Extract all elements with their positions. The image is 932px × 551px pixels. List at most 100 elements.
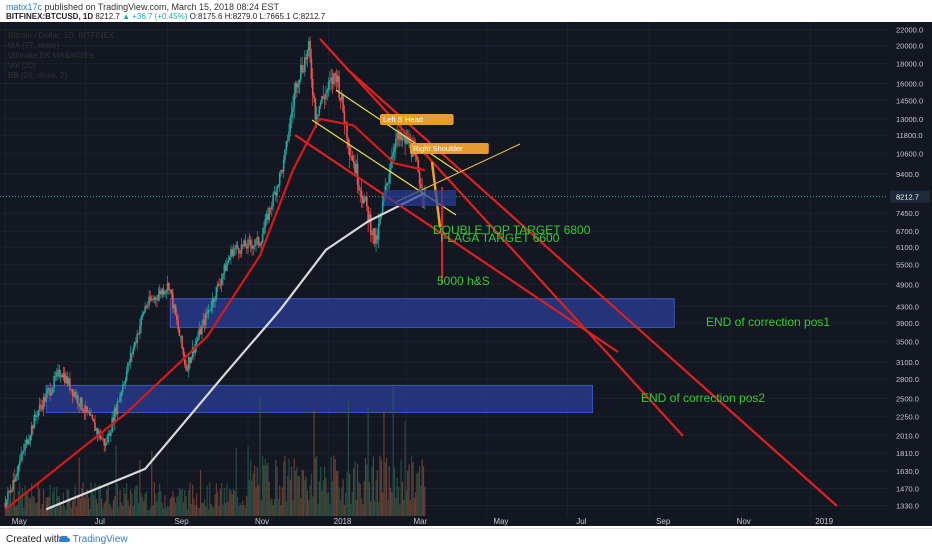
- volume-bar: [13, 468, 16, 516]
- volume-bar: [388, 466, 390, 516]
- candle-body: [338, 76, 340, 98]
- volume-bar: [173, 496, 175, 516]
- candle-body: [82, 409, 84, 413]
- volume-bar: [110, 506, 112, 516]
- volume-bar: [149, 507, 152, 516]
- candle-body: [253, 244, 256, 247]
- candle-body: [29, 436, 32, 441]
- volume-bar: [153, 482, 155, 516]
- candle-body: [408, 137, 410, 144]
- volume-bar: [334, 459, 336, 516]
- candle-body: [198, 328, 201, 338]
- label-head-tag: [402, 114, 429, 125]
- candle-body: [343, 111, 346, 124]
- candle-body: [418, 171, 421, 185]
- volume-bar: [254, 465, 256, 516]
- legend-title: Bitcoin / Dollar, 1D, BITFINEX: [8, 31, 115, 40]
- username[interactable]: matix17c: [6, 2, 43, 12]
- ma-red-line: [4, 117, 426, 511]
- candle-body: [75, 395, 78, 398]
- candle-body: [36, 416, 38, 418]
- volume-bar: [159, 483, 161, 516]
- volume-bar: [71, 501, 74, 516]
- candle-body: [63, 373, 66, 383]
- candle-body: [238, 248, 240, 254]
- candle-body: [33, 414, 36, 429]
- volume-bar: [371, 466, 373, 516]
- volume-bar: [232, 488, 235, 516]
- candle-body: [54, 376, 57, 378]
- tradingview-brand: TradingView: [72, 534, 128, 545]
- volume-bar: [415, 491, 417, 516]
- volume-bar: [53, 486, 55, 516]
- volume-bar: [283, 461, 285, 516]
- volume-bar: [54, 507, 57, 516]
- volume-bar: [83, 497, 86, 516]
- candle-body: [215, 286, 218, 300]
- volume-bar: [140, 492, 142, 516]
- volume-bar: [209, 482, 211, 516]
- volume-bar: [360, 498, 363, 516]
- volume-bar: [17, 491, 20, 516]
- label-double-top-target: DOUBLE TOP TARGET 6800: [433, 223, 591, 237]
- y-tick-label: 10600.0: [896, 149, 923, 158]
- candle-body: [22, 450, 25, 453]
- candle-body: [223, 264, 226, 274]
- volume-bar: [321, 490, 323, 516]
- volume-bar: [312, 496, 314, 516]
- candle-body: [166, 282, 169, 291]
- volume-bar: [36, 502, 38, 516]
- volume-bar: [190, 503, 192, 516]
- volume-bar: [99, 486, 101, 516]
- y-tick-label: 4900.0: [896, 280, 919, 289]
- x-tick-label: 2018: [334, 517, 352, 526]
- volume-bar: [199, 469, 202, 516]
- candle-body: [406, 136, 409, 144]
- volume-bar: [313, 409, 315, 516]
- label-end-correction-2: END of correction pos2: [641, 391, 765, 405]
- volume-bar: [157, 492, 159, 516]
- candle-body: [420, 184, 422, 189]
- y-tick-label: 5500.0: [896, 261, 919, 270]
- candle-body: [351, 156, 354, 162]
- candle-body: [288, 131, 290, 141]
- volume-bar: [139, 460, 141, 516]
- tradingview-logo[interactable]: TradingView: [58, 533, 128, 545]
- label-right-shoulder: Right Shoulder: [413, 144, 463, 153]
- volume-bar: [265, 464, 268, 516]
- volume-bar: [305, 476, 307, 516]
- candle-body: [48, 388, 50, 391]
- label-head: Head: [405, 115, 423, 124]
- candle-body: [289, 117, 292, 132]
- candle-body: [146, 305, 149, 307]
- candle-body: [18, 460, 21, 466]
- candle-body: [307, 40, 310, 50]
- publish-line: matix17c published on TradingView.com, M…: [6, 2, 279, 12]
- candle-body: [158, 290, 161, 295]
- footer: Created with TradingView: [0, 528, 932, 551]
- volume-bar: [378, 502, 380, 516]
- candle-body: [369, 214, 372, 235]
- candle-body: [74, 392, 77, 398]
- candle-body: [281, 170, 284, 172]
- candle-body: [300, 64, 302, 80]
- candle-body: [128, 362, 131, 364]
- trend-line-outer: [345, 67, 838, 507]
- candle-body: [38, 404, 41, 411]
- candle-body: [162, 289, 165, 295]
- chart-area[interactable]: May Jul Sep Nov 2018 Mar May Jul Sep Nov 2019 22000…: [0, 22, 932, 526]
- volume-bar: [91, 491, 93, 516]
- candle-body: [263, 228, 265, 235]
- volume-bar: [356, 463, 359, 516]
- y-tick-label: 11800.0: [896, 131, 923, 140]
- candle-body: [160, 290, 162, 295]
- candle-body: [347, 139, 350, 147]
- volume-bar: [261, 455, 264, 516]
- volume-bar: [339, 500, 342, 516]
- candle-body: [202, 319, 204, 325]
- volume-bar: [326, 493, 328, 516]
- volume-bar: [411, 455, 413, 516]
- volume-bar: [85, 494, 87, 516]
- candle-body: [234, 247, 236, 250]
- volume-bar: [48, 496, 50, 516]
